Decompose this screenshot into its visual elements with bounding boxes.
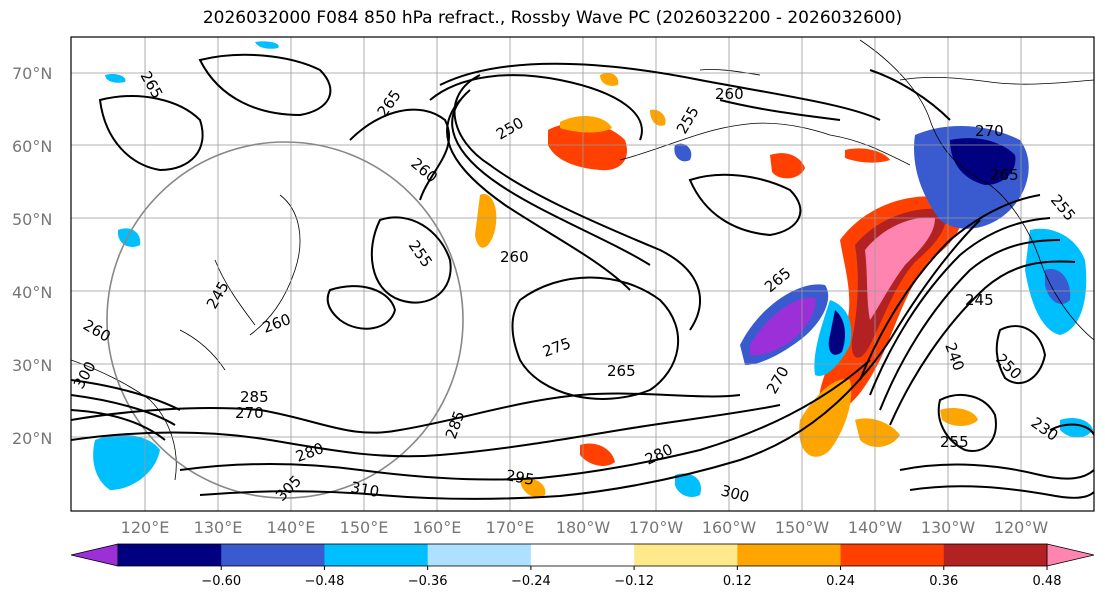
colorbar: −0.60 −0.48 −0.36 −0.24 −0.12 0.12 0.24 0.36 0.4…	[70, 543, 1095, 589]
negative-anomaly-blob	[1060, 418, 1093, 438]
lon-label: 170°W	[629, 518, 684, 537]
colorbar-segment	[118, 544, 222, 566]
colorbar-segment	[943, 544, 1048, 566]
reference-circle	[106, 141, 464, 499]
negative-anomaly-blob	[950, 138, 1016, 185]
positive-anomaly-blob	[650, 109, 666, 126]
map-area	[71, 37, 1094, 511]
lat-label: 70°N	[12, 64, 52, 83]
positive-anomaly-blob	[475, 194, 497, 248]
negative-anomaly-blob	[1045, 269, 1071, 305]
contour-label: 295	[504, 466, 535, 489]
map-frame	[70, 36, 1095, 512]
refractivity-contours	[71, 53, 1094, 500]
positive-anomaly-blob	[855, 418, 900, 447]
colorbar-tick-label: −0.60	[201, 574, 241, 589]
map-title: 2026032000 F084 850 hPa refract., Rossby…	[202, 8, 903, 28]
negative-anomaly-blob	[674, 143, 692, 162]
positive-anomaly-blob	[520, 478, 546, 497]
negative-anomaly-blob	[93, 434, 160, 490]
lat-label: 40°N	[12, 283, 52, 302]
contour-label: 310	[349, 478, 380, 501]
colorbar-tick-label: −0.48	[305, 574, 345, 589]
negative-anomaly-blob	[255, 41, 279, 49]
colorbar-segment	[530, 544, 635, 566]
colorbar-min-extend	[70, 543, 119, 567]
colorbar-tick-label: 0.36	[929, 574, 958, 589]
negative-anomaly-blob	[675, 473, 701, 497]
contour-label: 260	[715, 85, 744, 103]
positive-anomaly-blob	[865, 217, 935, 320]
lon-label: 140°E	[267, 518, 316, 537]
colorbar-tick-label: −0.12	[614, 574, 654, 589]
colorbar-tick-label: −0.24	[511, 574, 551, 589]
contour-label: 265	[990, 166, 1019, 184]
positive-anomaly-blob	[770, 153, 805, 179]
longitude-labels: 120°E 130°E 140°E 150°E 160°E 170°E 180°…	[121, 518, 1049, 537]
lon-label: 130°W	[921, 518, 976, 537]
colorbar-max-extend	[1046, 543, 1095, 567]
coastlines	[71, 39, 1094, 481]
contour-label: 255	[940, 433, 969, 451]
lat-label: 60°N	[12, 137, 52, 156]
contour-label: 265	[607, 362, 636, 380]
lon-label: 140°W	[848, 518, 903, 537]
colorbar-tick-label: 0.48	[1033, 574, 1062, 589]
positive-anomaly-blob	[580, 443, 615, 466]
negative-anomaly-blob	[105, 73, 126, 83]
lon-label: 150°E	[340, 518, 389, 537]
colorbar-segment	[427, 544, 532, 566]
positive-anomaly-blob	[845, 148, 890, 163]
lat-label: 20°N	[12, 429, 52, 448]
colorbar-outline	[117, 543, 1048, 567]
positive-anomaly-blob	[548, 122, 628, 171]
lon-label: 160°W	[702, 518, 757, 537]
shading-layer	[93, 41, 1093, 497]
contour-label: 285	[240, 388, 269, 406]
lon-label: 160°E	[413, 518, 462, 537]
contour-label: 270	[975, 122, 1004, 140]
contour-label: 245	[965, 291, 994, 309]
contour-label: 260	[500, 248, 529, 266]
colorbar-segment	[221, 544, 325, 566]
colorbar-tick-label: 0.12	[723, 574, 752, 589]
lat-label: 50°N	[12, 210, 52, 229]
latitude-labels: 70°N 60°N 50°N 40°N 30°N 20°N	[12, 64, 52, 448]
lon-label: 170°E	[486, 518, 535, 537]
colorbar-segment	[634, 544, 738, 566]
negative-anomaly-blob	[750, 297, 816, 356]
negative-anomaly-blob	[828, 310, 846, 355]
lon-label: 120°W	[994, 518, 1049, 537]
negative-anomaly-blob	[118, 228, 141, 247]
lon-label: 150°W	[775, 518, 830, 537]
lon-label: 180°W	[556, 518, 611, 537]
colorbar-segment	[324, 544, 429, 566]
colorbar-tick-label: −0.36	[408, 574, 448, 589]
lat-label: 30°N	[12, 356, 52, 375]
colorbar-segment	[840, 544, 945, 566]
contour-label: 270	[235, 404, 264, 422]
positive-anomaly-blob	[940, 408, 978, 426]
lon-label: 120°E	[121, 518, 170, 537]
colorbar-tick-label: 0.24	[826, 574, 855, 589]
positive-anomaly-blob	[560, 116, 612, 133]
positive-anomaly-blob	[600, 73, 619, 86]
colorbar-segment	[737, 544, 842, 566]
lon-label: 130°E	[194, 518, 243, 537]
